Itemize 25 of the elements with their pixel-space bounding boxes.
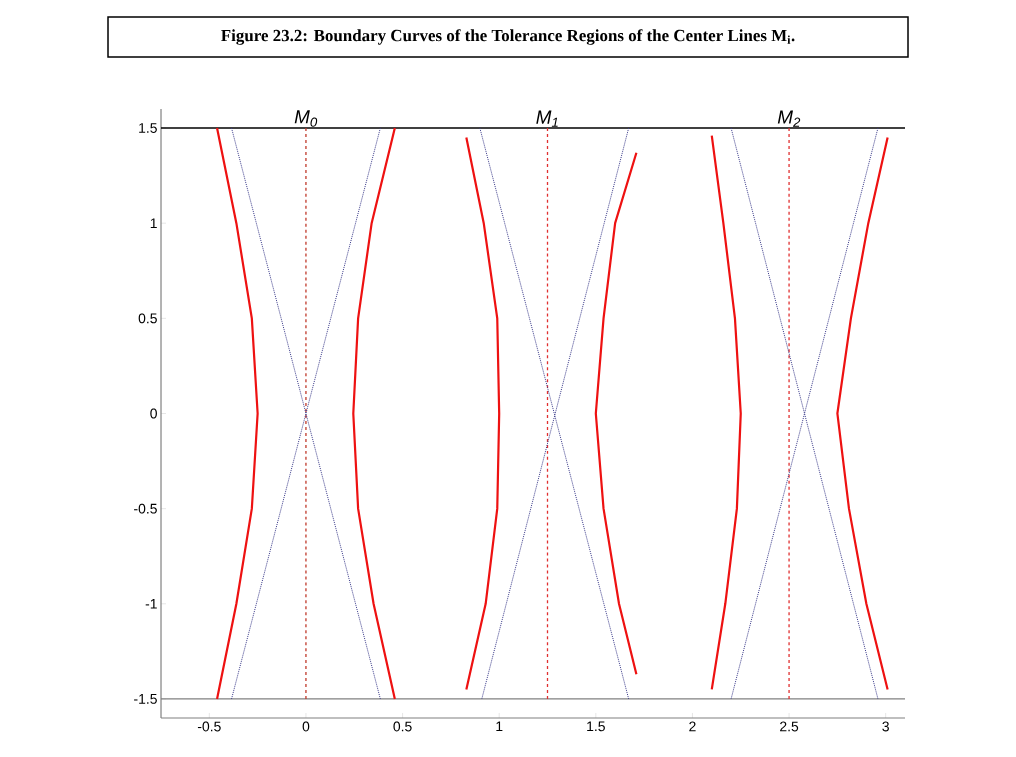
x-tick-label: 2.5 [780,721,799,732]
x-tick-label: -0.5 [197,721,221,732]
line-series [215,126,259,701]
ref-line-label: M$_{1}$ [536,110,558,127]
y-tick-label: -1 [145,599,157,609]
y-tick-label: 1 [150,218,157,228]
x-tick-label: 2 [689,721,696,732]
y-tick-label: -1.5 [134,694,157,704]
x-tick-label: 0.5 [393,721,412,732]
line-series [594,151,638,676]
ref-line-label: M$_{2}$ [777,110,801,127]
y-tick-label: -0.5 [134,503,157,514]
y-tick-label: 0.5 [138,313,157,324]
line-series [352,126,396,701]
x-tick-label: 1.5 [587,721,605,732]
y-tick-label: 1.5 [139,123,157,133]
ref-line-label: M$_{0}$ [294,110,318,127]
y-tick-label: 0 [150,408,157,419]
x-tick-label: 3 [882,721,889,732]
line-series [836,136,889,691]
line-series [465,136,501,691]
chart-title: Figure 23.2: Boundary Curves of the Tolerance Regions of the Center Lines M$_{i}$. [221,29,795,45]
x-tick-label: 0 [302,721,310,732]
line-series [710,134,742,691]
x-tick-label: 1 [496,721,503,732]
